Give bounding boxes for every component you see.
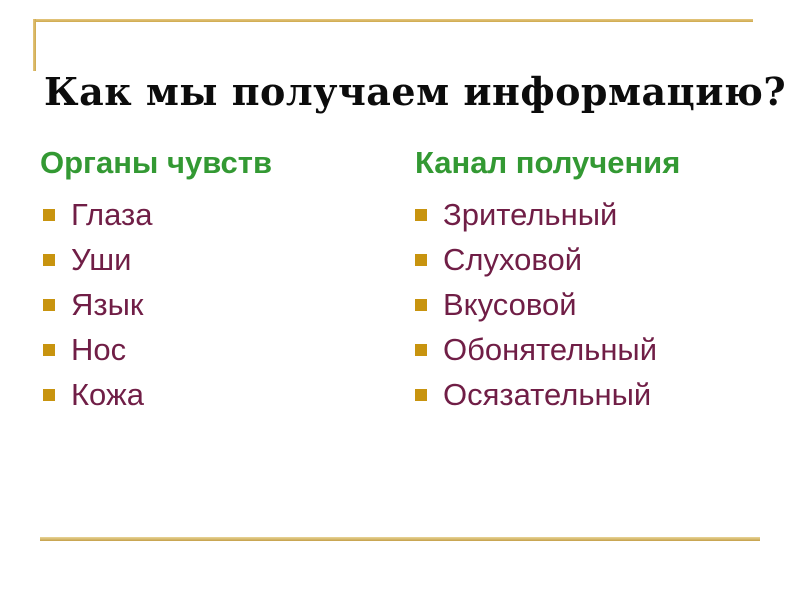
bullet-square-icon	[415, 388, 427, 401]
list-item: Слуховой	[412, 237, 782, 282]
bullet-square-icon	[43, 208, 55, 221]
list-item-label: Слуховой	[443, 242, 583, 277]
list-item: Вкусовой	[412, 282, 782, 327]
bullet-square-icon	[43, 298, 55, 311]
bullet-square-icon	[415, 208, 427, 221]
list-item: Зрительный	[412, 192, 782, 237]
list-item-label: Обонятельный	[443, 332, 658, 367]
list-item-label: Вкусовой	[443, 287, 577, 322]
list-item: Нос	[40, 327, 410, 372]
bullet-square-icon	[43, 388, 55, 401]
list-item-label: Нос	[71, 332, 127, 367]
slide-title: Как мы получаем информацию?	[44, 69, 787, 114]
column-header: Канал получения	[415, 145, 681, 180]
column-channels: Канал получения Зрительный Слуховой Вкус…	[412, 145, 782, 417]
channels-list: Зрительный Слуховой Вкусовой Обонятельны…	[412, 192, 782, 417]
list-item-label: Глаза	[71, 197, 153, 232]
top-left-corner-rule	[33, 19, 36, 71]
list-item-label: Уши	[71, 242, 132, 277]
list-item: Кожа	[40, 372, 410, 417]
bullet-square-icon	[415, 298, 427, 311]
bullet-square-icon	[415, 343, 427, 356]
list-item: Язык	[40, 282, 410, 327]
list-item: Глаза	[40, 192, 410, 237]
sense-organs-list: Глаза Уши Язык Нос Кожа	[40, 192, 410, 417]
bullet-square-icon	[43, 343, 55, 356]
bullet-square-icon	[415, 253, 427, 266]
list-item-label: Зрительный	[443, 197, 618, 232]
list-item: Обонятельный	[412, 327, 782, 372]
list-item: Осязательный	[412, 372, 782, 417]
bottom-gold-rule	[40, 537, 760, 541]
list-item-label: Осязательный	[443, 377, 652, 412]
column-header: Органы чувств	[40, 145, 273, 180]
top-gold-rule	[33, 19, 753, 22]
bullet-square-icon	[43, 253, 55, 266]
list-item-label: Кожа	[71, 377, 144, 412]
list-item: Уши	[40, 237, 410, 282]
list-item-label: Язык	[71, 287, 144, 322]
column-sense-organs: Органы чувств Глаза Уши Язык Нос Кожа	[40, 145, 410, 417]
